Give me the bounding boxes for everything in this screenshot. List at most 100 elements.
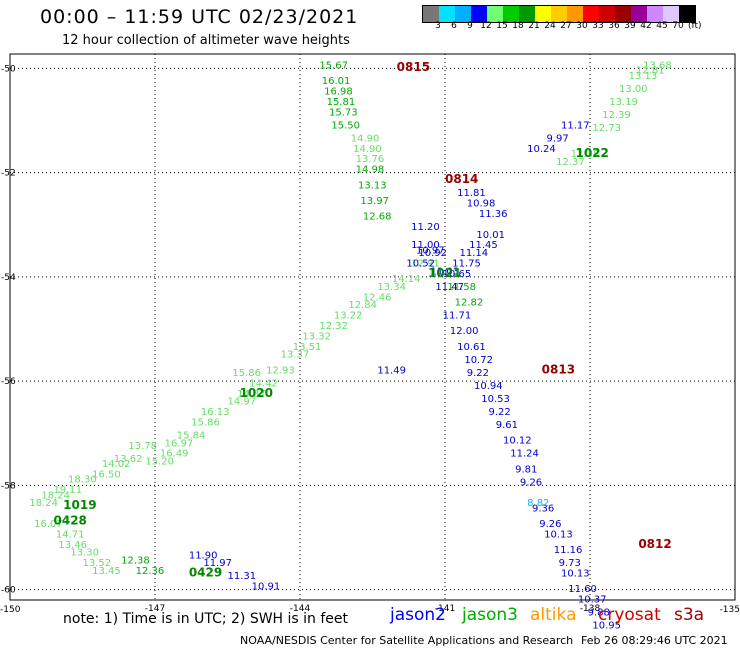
wave-height-label: 15.86 xyxy=(232,368,261,379)
corner-label-left: -150 xyxy=(0,605,21,615)
wave-height-label: 10.52 xyxy=(406,258,435,269)
colorbar-label: 24 xyxy=(544,21,556,31)
wave-height-label: 14.90 xyxy=(353,144,382,155)
wave-height-label: 14.90 xyxy=(351,133,380,144)
wave-height-label: 15.84 xyxy=(177,430,206,441)
wave-height-label: 13.22 xyxy=(334,311,363,322)
legend-cryosat: cryosat xyxy=(598,605,661,625)
wave-height-label: 12.46 xyxy=(363,292,392,303)
colorbar-unit: (ft) xyxy=(688,21,702,31)
colorbar-label: 70 xyxy=(672,21,684,31)
wave-height-label: 13.52 xyxy=(83,558,112,569)
colorbar-swatch xyxy=(647,6,663,22)
corner-label-right: -135 xyxy=(720,605,740,615)
wave-height-label: 13.46 xyxy=(58,540,87,551)
wave-height-label: 12.68 xyxy=(363,212,392,223)
wave-height-label: 18.24 xyxy=(41,490,70,501)
wave-height-label: 12.93 xyxy=(266,365,295,376)
wave-height-label: 14.37 xyxy=(237,389,266,400)
wave-height-label: 11.90 xyxy=(189,550,218,561)
wave-height-label: 9.22 xyxy=(467,368,489,379)
wave-height-label: 11.00 xyxy=(411,240,440,251)
colorbar-label: 42 xyxy=(640,21,652,31)
wave-height-label: 18.24 xyxy=(29,498,58,509)
chart-title: 00:00 – 11:59 UTC 02/23/2021 xyxy=(40,6,359,28)
credit-text: NOAA/NESDIS Center for Satellite Applica… xyxy=(240,634,574,647)
wave-height-label: 11.58 xyxy=(447,282,476,293)
y-tick-label: -60 xyxy=(1,586,16,596)
x-tick-label: -138 xyxy=(580,604,601,614)
wave-height-label: 8.82 xyxy=(527,498,549,509)
wave-height-label: 10.12 xyxy=(503,436,532,447)
colorbar-label: 9 xyxy=(467,21,473,31)
wave-height-label: 12.84 xyxy=(348,300,377,311)
wave-height-label: 13.32 xyxy=(302,331,331,342)
wave-height-label: 16.97 xyxy=(165,438,194,449)
x-tick-label: -141 xyxy=(435,604,455,614)
wave-height-label: 10.91 xyxy=(252,582,281,593)
wave-height-label: 10.01 xyxy=(476,230,505,241)
colorbar-swatch xyxy=(679,6,695,22)
wave-height-label: 13.68 xyxy=(643,60,672,71)
wave-height-label: 11.71 xyxy=(443,311,472,322)
wave-height-label: 12.00 xyxy=(450,326,479,337)
colorbar-label: 3 xyxy=(435,21,441,31)
wave-height-label: 14.71 xyxy=(56,529,85,540)
wave-height-label: 9.36 xyxy=(532,503,554,514)
wave-height-label: 11.17 xyxy=(561,120,590,131)
wave-height-label: 10.97 xyxy=(416,245,445,256)
wave-height-label: 12.39 xyxy=(602,110,631,121)
wave-height-label: 14.98 xyxy=(356,165,385,176)
wave-height-label: 12.82 xyxy=(455,298,484,309)
wave-height-label: 16.98 xyxy=(324,86,353,97)
pass-label: 1019 xyxy=(63,498,96,512)
wave-height-label: 11.60 xyxy=(568,584,597,595)
wave-height-label: 9.88 xyxy=(588,608,610,619)
colorbar-label: 33 xyxy=(592,21,604,31)
colorbar-swatch xyxy=(583,6,599,22)
wave-height-label: 11.14 xyxy=(460,248,489,259)
colorbar-label: 39 xyxy=(624,21,636,31)
wave-height-label: 13.00 xyxy=(619,84,648,95)
pass-label: 0815 xyxy=(397,60,430,74)
wave-height-label: 11.45 xyxy=(469,240,498,251)
colorbar-swatch xyxy=(519,6,535,22)
wave-height-label: 13.62 xyxy=(114,454,143,465)
x-tick-label: -144 xyxy=(290,604,311,614)
wave-height-label: 10.61 xyxy=(457,342,486,353)
wave-height-label: 9.26 xyxy=(520,477,542,488)
legend-altika: altika xyxy=(530,605,577,625)
wave-height-label: 9.22 xyxy=(489,407,511,418)
colorbar-label: 21 xyxy=(528,21,540,31)
wave-height-label: 16.49 xyxy=(160,449,189,460)
wave-height-label: 10.94 xyxy=(474,381,503,392)
colorbar-swatch xyxy=(615,6,631,22)
colorbar-swatch xyxy=(503,6,519,22)
colorbar-swatch xyxy=(551,6,567,22)
colorbar-label: 36 xyxy=(608,21,620,31)
colorbar-swatch xyxy=(487,6,503,22)
wave-height-label: 12.38 xyxy=(121,556,150,567)
wave-height-label: 9.61 xyxy=(496,420,518,431)
wave-height-label: 10.37 xyxy=(578,595,607,606)
wave-height-label: 11.75 xyxy=(452,258,481,269)
wave-height-label: 12.81 xyxy=(636,66,665,77)
pass-label: 0428 xyxy=(54,513,87,527)
wave-height-label: 15.73 xyxy=(329,107,358,118)
map-frame xyxy=(9,53,736,601)
wave-height-label: 13.13 xyxy=(629,71,658,82)
wave-height-label: 11.03 xyxy=(431,266,460,277)
wave-height-label: 16.07 xyxy=(34,519,63,530)
timestamp-text: Feb 26 08:29:46 UTC 2021 xyxy=(581,634,728,647)
wave-height-label: 11.47 xyxy=(435,282,464,293)
legend-jason2: jason2 xyxy=(390,605,446,625)
wave-height-label: 13.51 xyxy=(293,342,322,353)
wave-height-label: 12.73 xyxy=(592,123,621,134)
x-tick-label: -147 xyxy=(145,604,165,614)
wave-height-label: 12.36 xyxy=(136,566,165,577)
wave-height-label: 14.97 xyxy=(228,397,257,408)
wave-height-label: 10.53 xyxy=(481,394,510,405)
wave-height-label: 9.73 xyxy=(559,558,581,569)
wave-height-label: 18.30 xyxy=(68,475,97,486)
